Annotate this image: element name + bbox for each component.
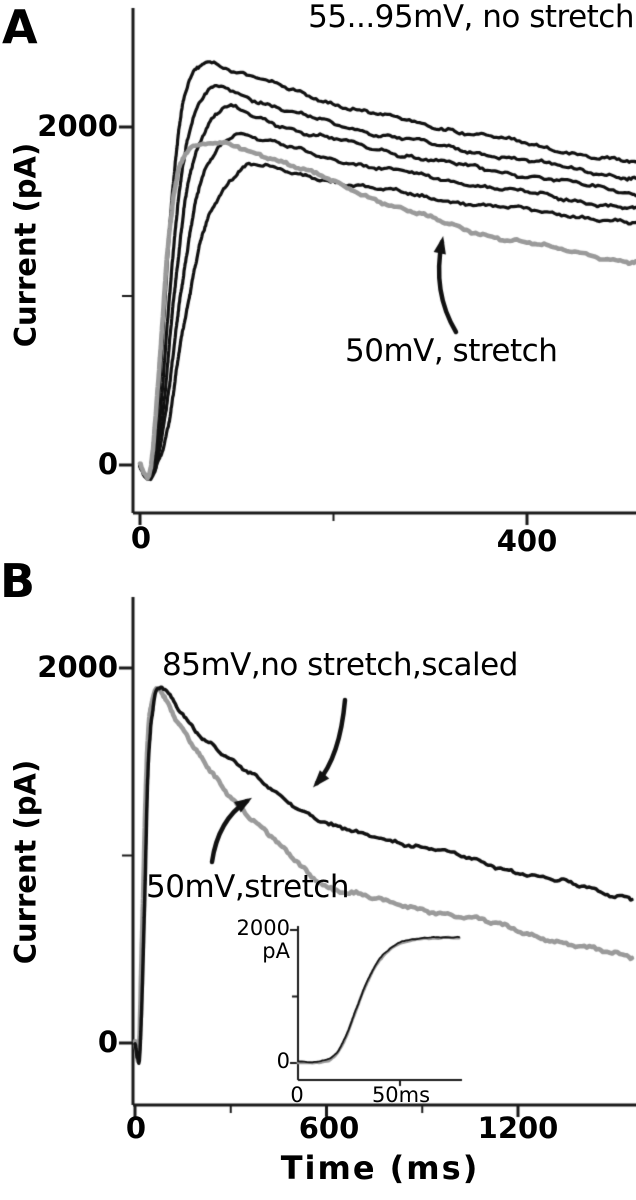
panel-b-annotation-stretch: 50mV,stretch: [146, 869, 350, 905]
panel-b-xlabel: Time (ms): [280, 1149, 480, 1187]
inset-y-unit: pA: [262, 939, 290, 963]
panel-a-annotation-stretch: 50mV, stretch: [345, 333, 558, 369]
inset-xtick-50: 50ms: [371, 1083, 431, 1107]
panel-a-ytick-2000: 2000: [37, 109, 118, 143]
panel-a-xtick-0: 0: [130, 521, 152, 555]
panel-a-title: 55...95mV, no stretch: [308, 0, 634, 35]
panel-b-ytick-2000: 2000: [37, 650, 118, 684]
inset-xtick-0: 0: [290, 1083, 304, 1107]
panel-b-xtick-0: 0: [125, 1111, 147, 1145]
inset-ytick-0: 0: [276, 1049, 290, 1073]
panel-b-ytick-0: 0: [97, 1025, 118, 1059]
panel-b-annotation-no-stretch: 85mV,no stretch,scaled: [162, 647, 518, 683]
panel-b-ylabel: Current (pA): [8, 759, 43, 965]
panel-a-letter: A: [2, 0, 38, 54]
panel-a-ylabel: Current (pA): [8, 142, 43, 348]
inset-ytick-2000: 2000: [236, 916, 290, 940]
panel-a-ytick-0: 0: [97, 447, 118, 481]
panel-b-xtick-1200: 1200: [477, 1111, 559, 1145]
panel-a-xtick-400: 400: [496, 524, 558, 558]
panel-b-letter: B: [0, 554, 35, 608]
panel-b-xtick-600: 600: [298, 1111, 360, 1145]
